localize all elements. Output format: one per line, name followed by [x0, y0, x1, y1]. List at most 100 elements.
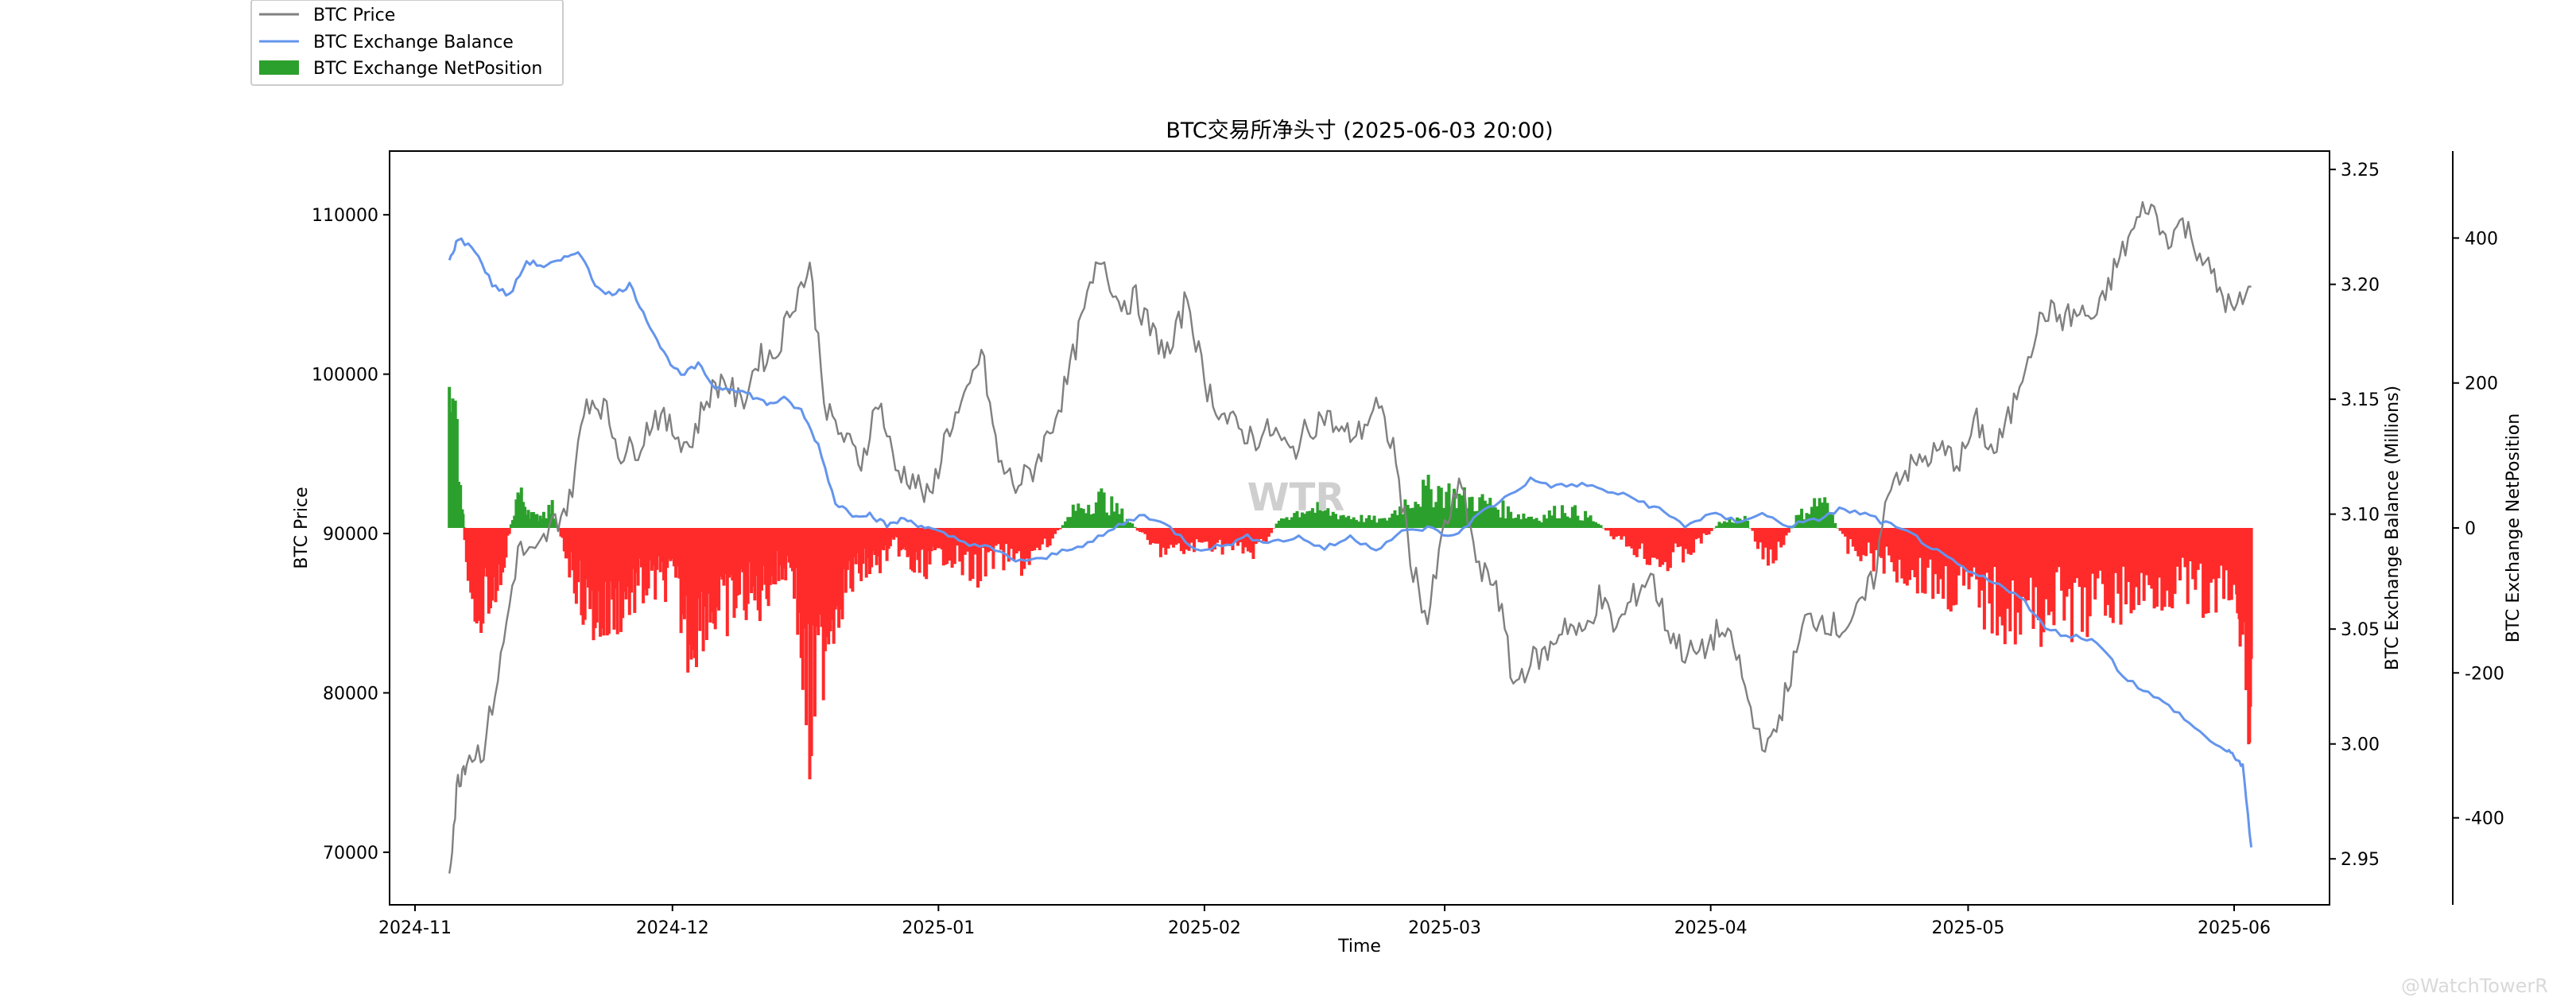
- balance-tick-label: 3.10: [2341, 506, 2380, 526]
- netposition-bar: [1069, 517, 1073, 528]
- netposition-bar: [631, 528, 635, 569]
- netposition-bar: [827, 528, 831, 645]
- netposition-bar: [600, 528, 604, 629]
- netposition-bar: [1965, 528, 1969, 572]
- netposition-bar: [1287, 519, 1291, 528]
- netposition-bar: [729, 528, 733, 576]
- netposition-bar: [507, 528, 511, 534]
- netposition-bar: [750, 528, 754, 593]
- netposition-bar: [2152, 528, 2156, 609]
- netposition-bar: [1568, 518, 1572, 528]
- netposition-bar: [1462, 487, 1466, 528]
- netposition-bar: [686, 528, 690, 673]
- netposition-bar: [921, 528, 925, 549]
- netposition-bar: [897, 528, 901, 557]
- netposition-bar: [868, 528, 871, 574]
- netposition-bar: [2070, 528, 2074, 642]
- netposition-bar: [568, 528, 572, 578]
- netposition-bar: [1936, 528, 1940, 594]
- netposition-bar: [727, 528, 731, 578]
- netposition-bar: [2052, 528, 2056, 626]
- netposition-bar: [1218, 528, 1222, 540]
- netposition-bar: [461, 514, 465, 528]
- netposition-bar: [1632, 528, 1636, 556]
- netposition-bar: [1540, 522, 1543, 528]
- netposition-bar: [2178, 528, 2182, 580]
- netposition-bar: [782, 528, 786, 569]
- netposition-bar: [1962, 528, 1965, 586]
- netposition-bar: [2000, 528, 2004, 626]
- netposition-bar: [2075, 528, 2079, 579]
- netposition-bar: [2249, 528, 2253, 659]
- netposition-bar: [2196, 528, 2200, 570]
- netposition-bar: [1890, 528, 1894, 563]
- netposition-bar: [1867, 528, 1871, 543]
- netposition-bar: [1833, 522, 1837, 528]
- netposition-bar: [1303, 514, 1307, 528]
- netposition-bar: [1692, 528, 1696, 553]
- netposition-bar: [1740, 520, 1744, 528]
- netposition-bar: [780, 528, 784, 580]
- netposition-bar: [2057, 528, 2061, 568]
- netposition-bar: [1776, 528, 1780, 542]
- netposition-bar: [2173, 528, 2177, 594]
- netposition-bar: [1931, 528, 1935, 600]
- netposition-bar: [459, 485, 463, 528]
- netposition-bar: [605, 528, 609, 636]
- netposition-bar: [2101, 528, 2105, 584]
- netposition-bar: [1767, 528, 1770, 566]
- chart-title: BTC交易所净头寸 (2025-06-03 20:00): [1166, 118, 1553, 143]
- netposition-bar: [660, 528, 664, 562]
- netposition-bar: [1226, 528, 1229, 545]
- netposition-bar: [1212, 528, 1216, 550]
- netposition-bar: [634, 528, 638, 573]
- netposition-bar: [950, 528, 954, 568]
- netposition-bar: [1759, 528, 1763, 543]
- netposition-bar: [1898, 528, 1902, 560]
- netposition-bar: [692, 528, 696, 658]
- netposition-bar: [1635, 528, 1639, 557]
- netposition-bar: [1079, 507, 1083, 528]
- netposition-bar: [1807, 514, 1811, 528]
- netposition-bar: [1553, 506, 1557, 528]
- x-axis-title: Time: [1337, 937, 1381, 956]
- netposition-bar: [1928, 528, 1932, 560]
- netposition-bar: [506, 528, 510, 536]
- netposition-bar: [731, 528, 735, 581]
- netposition-bar: [1779, 528, 1783, 548]
- netposition-bar: [1975, 528, 1979, 580]
- netposition-bar: [2008, 528, 2012, 632]
- netposition-bar: [732, 528, 736, 618]
- netposition-bar: [817, 528, 821, 635]
- netposition-bar: [763, 528, 767, 585]
- netposition-bar: [1414, 502, 1418, 528]
- netposition-bar: [1499, 517, 1503, 528]
- netposition-bar: [2111, 528, 2115, 623]
- netposition-bar: [1416, 504, 1420, 528]
- netposition-bar: [823, 528, 827, 652]
- netposition-bar: [866, 528, 870, 559]
- netposition-bar: [559, 528, 563, 537]
- netposition-bar: [1581, 520, 1585, 528]
- netposition-bar: [2165, 528, 2169, 591]
- netposition-bar: [2160, 528, 2164, 611]
- netposition-bar: [971, 528, 975, 580]
- netposition-bar: [1066, 517, 1070, 528]
- netposition-bar: [760, 528, 763, 591]
- netposition-bar: [1861, 528, 1865, 556]
- netposition-bar: [1254, 528, 1258, 545]
- netposition-bar: [1570, 506, 1574, 528]
- netposition-bar: [768, 528, 772, 585]
- netposition-bar: [1354, 519, 1358, 528]
- netposition-bar: [1056, 528, 1060, 530]
- netposition-bar: [1383, 518, 1387, 528]
- netposition-bar: [1313, 512, 1317, 528]
- netposition-bar: [1815, 506, 1819, 528]
- balance-line: [448, 237, 2253, 848]
- netposition-bar: [797, 528, 801, 613]
- netposition-bar: [626, 528, 630, 587]
- netposition-bar: [948, 528, 952, 561]
- netposition-bar: [2039, 528, 2043, 647]
- netposition-bar: [772, 528, 776, 584]
- netposition-axis-title: BTC Exchange NetPosition: [2504, 413, 2524, 642]
